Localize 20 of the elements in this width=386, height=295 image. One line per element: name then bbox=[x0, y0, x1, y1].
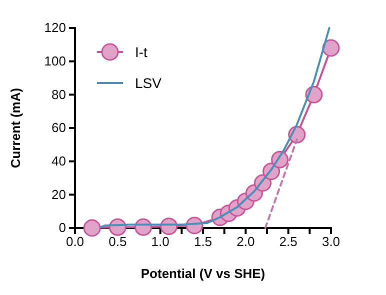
x-axis-title: Potential (V vs SHE) bbox=[140, 266, 266, 281]
legend-label: LSV bbox=[135, 75, 162, 91]
y-tick-label: 0 bbox=[58, 220, 66, 236]
x-tick-label: 0.0 bbox=[66, 234, 84, 250]
x-tick-label: 0.5 bbox=[108, 234, 127, 250]
x-tick-label: 3.0 bbox=[322, 234, 340, 250]
y-tick-label: 60 bbox=[52, 120, 66, 136]
legend-label: I-t bbox=[135, 44, 148, 60]
y-tick-label: 80 bbox=[52, 86, 66, 102]
point bbox=[322, 39, 340, 57]
x-tick-label: 1.0 bbox=[151, 234, 170, 250]
y-tick-label: 40 bbox=[52, 153, 66, 168]
x-tick-label: 1.5 bbox=[194, 234, 212, 250]
point bbox=[83, 219, 101, 237]
y-tick-label: 100 bbox=[44, 53, 66, 68]
x-tick-label: 2.5 bbox=[279, 234, 298, 250]
x-tick-label: 2.0 bbox=[236, 234, 255, 250]
y-tick-label: 20 bbox=[52, 186, 66, 202]
y-axis-title: Current (mA) bbox=[8, 88, 23, 168]
y-tick-label: 120 bbox=[44, 20, 66, 36]
